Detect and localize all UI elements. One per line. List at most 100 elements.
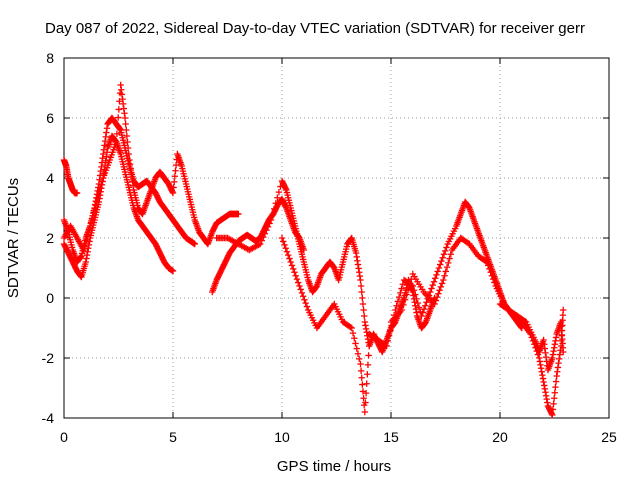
data-point [383,342,390,350]
data-point [488,272,496,279]
data-point [356,355,363,363]
data-point [437,261,444,268]
data-point [113,138,120,146]
x-tick-label: 25 [601,429,617,445]
data-point [170,184,177,191]
series-arc-9 [387,234,567,419]
data-point [415,304,423,311]
data-point [443,244,450,251]
y-axis-label: SDTVAR / TECUs [5,178,22,298]
data-point [435,290,442,297]
data-point [521,317,529,325]
data-point [428,285,435,292]
data-point [124,138,131,146]
data-point [172,167,179,174]
data-point [114,122,121,129]
data-point [82,239,89,247]
data-point [551,389,559,396]
data-point [489,275,497,283]
data-point [382,341,389,349]
data-point [96,188,103,195]
data-point [560,306,567,314]
data-point [257,240,264,248]
data-point [430,278,438,285]
data-point [347,323,354,331]
data-point [114,114,122,121]
data-point [98,181,105,189]
data-point [363,380,370,387]
data-point [294,279,302,286]
data-point [446,255,453,262]
data-point [272,200,279,207]
data-point [385,332,393,339]
data-point [94,195,101,202]
data-point [359,381,366,388]
data-point [397,289,404,297]
data-point [351,335,358,342]
data-point [92,202,99,209]
data-point [113,130,121,138]
data-point [97,185,104,192]
data-point [406,281,413,288]
data-point [354,350,362,357]
grid-lines [64,58,609,418]
data-point [437,283,445,291]
y-tick-label: -2 [42,350,55,366]
data-point [482,257,489,265]
series-arc-6 [213,177,373,350]
data-point [349,329,357,337]
data-point [392,306,399,314]
data-point [364,361,372,369]
series-arc-4 [60,81,242,254]
data-point [359,300,367,308]
data-point [447,251,454,258]
data-point [90,209,98,216]
data-point [73,189,81,197]
data-point [429,281,436,289]
data-point [438,257,445,265]
data-point [171,173,179,180]
x-tick-label: 10 [274,429,290,445]
data-point [549,411,556,419]
data-point [398,285,405,292]
data-point [267,216,275,224]
data-point [400,301,407,309]
data-point [285,251,292,259]
data-point [348,324,355,332]
data-point [361,312,368,320]
y-tick-label: 6 [46,110,54,126]
data-point [282,245,289,252]
data-point [431,300,438,308]
data-point [423,299,430,306]
data-point [283,248,291,255]
series-arc-10 [496,300,567,374]
data-point [299,293,307,300]
data-point [123,132,131,140]
data-point [91,205,99,213]
data-point [393,302,400,309]
series-arc-1 [60,156,81,197]
data-point [433,293,441,301]
data-point [169,189,177,197]
data-point [413,295,420,303]
data-point [483,258,491,266]
data-point [359,294,366,302]
data-point [86,226,93,233]
data-point [361,408,369,416]
data-point [398,306,406,314]
data-point [440,251,448,258]
data-point [297,286,304,293]
x-axis-label: GPS time / hours [277,458,391,475]
data-point [121,114,129,122]
data-point [419,309,426,316]
data-point [550,395,558,402]
data-point [432,297,440,304]
data-point [296,282,303,290]
data-point [434,268,441,275]
data-point [433,271,440,279]
data-point [357,282,365,290]
data-point [360,306,367,314]
data-point [394,298,402,305]
data-point [80,246,87,254]
data-point [301,296,308,303]
